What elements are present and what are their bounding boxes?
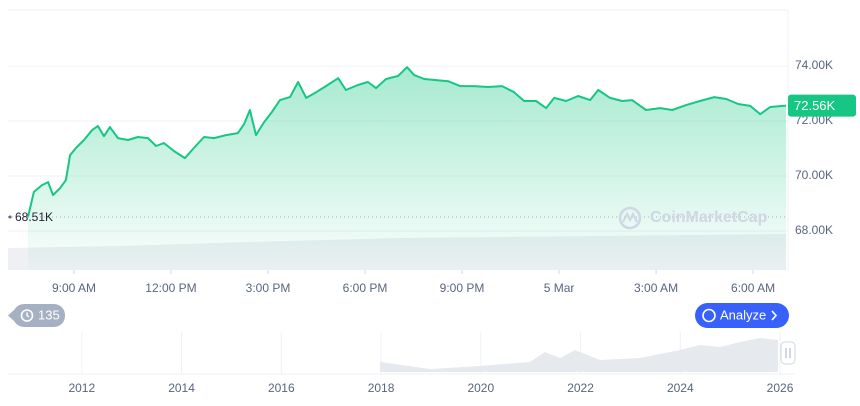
- navigator-tick-label: 2024: [667, 381, 694, 395]
- x-tick-label: 3:00 AM: [634, 281, 678, 295]
- navigator-tick-label: 2014: [168, 381, 195, 395]
- y-tick-label: 74.00K: [795, 58, 833, 72]
- y-tick-label: 70.00K: [795, 168, 833, 182]
- watermark: CoinMarketCap: [618, 206, 768, 230]
- history-count: 135: [38, 307, 60, 322]
- x-tick-label: 5 Mar: [544, 281, 575, 295]
- navigator-tick-label: 2012: [68, 381, 95, 395]
- price-line: [27, 66, 787, 218]
- y-tick-label: 72.00K: [795, 113, 833, 127]
- watermark-text: CoinMarketCap: [650, 209, 768, 226]
- analyze-label: Analyze: [720, 307, 766, 322]
- navigator-tick-label: 2016: [268, 381, 295, 395]
- x-tick-label: 9:00 AM: [52, 281, 96, 295]
- analyze-button[interactable]: Analyze: [695, 303, 789, 328]
- navigator-tick-label: 2026: [767, 381, 794, 395]
- navigator-area: [380, 338, 778, 372]
- last-price-label: 72.56K: [794, 98, 836, 113]
- x-tick-label: 3:00 PM: [246, 281, 291, 295]
- price-area: [28, 67, 787, 270]
- last-price-badge: [788, 94, 856, 117]
- history-badge[interactable]: 135: [8, 304, 65, 327]
- x-tick-label: 12:00 PM: [145, 281, 196, 295]
- navigator-tick-label: 2018: [368, 381, 395, 395]
- x-tick-label: 9:00 PM: [440, 281, 485, 295]
- open-price-label: 68.51K: [15, 210, 53, 224]
- y-tick-label: 68.00K: [795, 223, 833, 237]
- x-tick-label: 6:00 AM: [731, 281, 775, 295]
- x-tick-label: 6:00 PM: [343, 281, 388, 295]
- open-price-dot: [8, 215, 12, 219]
- navigator-tick-label: 2022: [567, 381, 594, 395]
- navigator-handle[interactable]: [780, 341, 796, 365]
- navigator-tick-label: 2020: [467, 381, 494, 395]
